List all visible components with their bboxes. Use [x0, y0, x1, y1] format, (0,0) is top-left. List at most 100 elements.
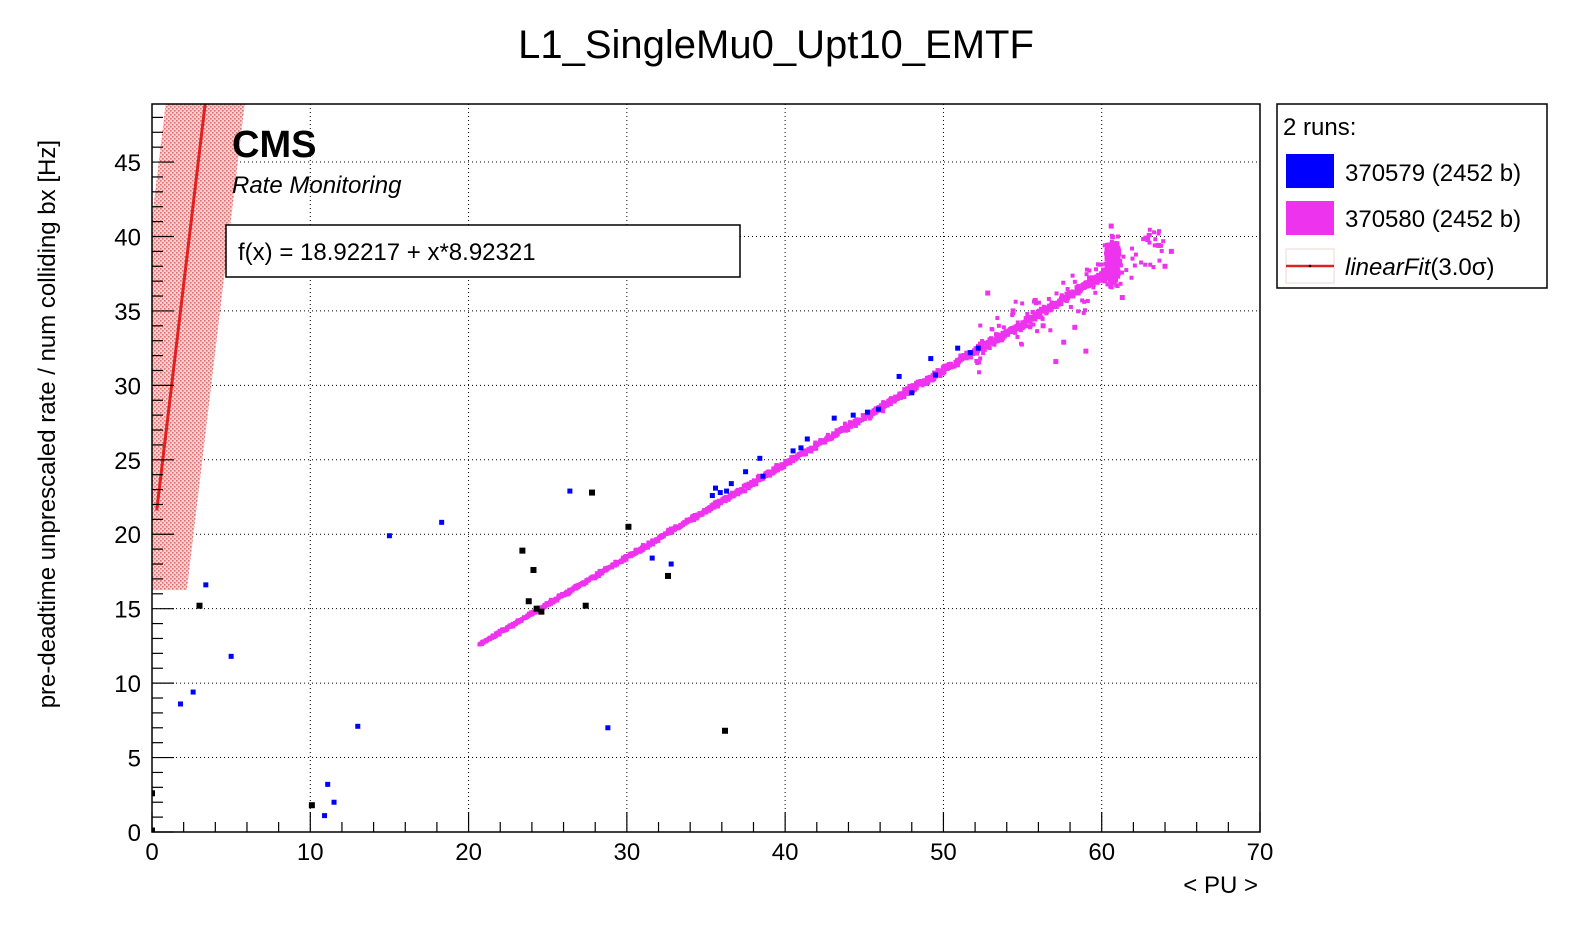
- data-point-370580: [1085, 298, 1090, 303]
- data-point-370580: [594, 574, 599, 579]
- cms-label: CMS: [232, 124, 316, 166]
- data-point-370580: [1157, 229, 1162, 234]
- data-point-370580: [1114, 283, 1119, 288]
- data-point-370580: [853, 423, 858, 428]
- data-point-370580: [1156, 242, 1162, 248]
- data-point-370580: [898, 395, 903, 400]
- data-point-370580: [959, 354, 964, 359]
- data-point-370580: [766, 469, 771, 474]
- data-point-370580: [830, 436, 835, 441]
- data-point-370580: [1084, 272, 1089, 277]
- x-tick-label: 20: [455, 839, 482, 866]
- data-point-370580: [1130, 256, 1135, 261]
- data-point-370580: [1152, 230, 1157, 235]
- data-point-370580: [791, 454, 796, 459]
- data-point-370580: [928, 377, 933, 382]
- data-point-unassigned: [152, 790, 155, 797]
- data-point-370580: [1036, 315, 1041, 320]
- data-point-370580: [973, 348, 978, 353]
- data-point-370580: [942, 370, 947, 375]
- data-point-370580: [1032, 298, 1038, 304]
- data-point-370580: [1104, 257, 1109, 262]
- y-axis-label: pre-deadtime unprescaled rate / num coll…: [34, 140, 61, 708]
- data-point-370580: [728, 495, 733, 500]
- data-point-370580: [1103, 278, 1108, 283]
- data-point-370580: [982, 347, 987, 352]
- data-point-370580: [1105, 282, 1110, 287]
- data-point-370580: [1162, 263, 1168, 269]
- data-point-370580: [994, 332, 999, 337]
- data-point-370580: [1036, 308, 1041, 313]
- data-point-370580: [1070, 289, 1075, 294]
- data-point-370580: [1015, 320, 1020, 325]
- data-point-370580: [715, 504, 720, 509]
- data-point-370580: [1081, 282, 1086, 287]
- data-point-370580: [1093, 277, 1098, 282]
- data-point-370580: [1168, 248, 1174, 254]
- data-point-370580: [1091, 279, 1096, 284]
- data-point-370579: [798, 445, 804, 451]
- data-point-370580: [1113, 277, 1118, 282]
- data-point-370579: [649, 555, 655, 561]
- y-tick-label: 5: [128, 746, 141, 773]
- data-point-370580: [1076, 309, 1081, 314]
- data-point-370579: [355, 723, 361, 729]
- x-tick-label: 10: [297, 839, 324, 866]
- data-point-370580: [1024, 324, 1029, 329]
- data-point-370580: [1065, 287, 1070, 292]
- data-point-370579: [975, 345, 981, 351]
- data-point-370579: [876, 406, 882, 412]
- data-point-370580: [1141, 237, 1146, 242]
- data-point-370580: [1157, 258, 1162, 263]
- data-point-370580: [1095, 280, 1100, 285]
- data-point-370580: [1090, 275, 1095, 280]
- fit-formula-text: f(x) = 18.92217 + x*8.92321: [238, 239, 536, 266]
- data-point-370580: [1110, 256, 1115, 261]
- data-point-370580: [1104, 247, 1109, 252]
- data-point-370580: [1078, 288, 1083, 293]
- data-point-370580: [624, 557, 629, 562]
- data-point-370580: [1115, 242, 1120, 247]
- data-point-370580: [1109, 267, 1114, 272]
- data-point-370580: [923, 378, 928, 383]
- data-point-370580: [497, 632, 502, 637]
- data-point-370580: [1101, 278, 1106, 283]
- data-point-370580: [1087, 280, 1092, 285]
- data-point-370580: [994, 338, 1000, 344]
- data-point-370580: [1109, 249, 1114, 254]
- data-point-370580: [1110, 278, 1115, 283]
- data-point-unassigned: [152, 827, 155, 832]
- data-point-370580: [837, 430, 842, 435]
- data-point-370580: [973, 346, 978, 351]
- data-point-370580: [1013, 299, 1018, 304]
- data-point-370580: [1107, 243, 1112, 248]
- data-point-370580: [622, 558, 627, 563]
- data-point-370580: [1001, 325, 1006, 330]
- data-point-370580: [1153, 237, 1158, 242]
- data-point-370580: [888, 402, 893, 407]
- data-point-unassigned: [525, 598, 532, 605]
- data-point-370580: [1025, 312, 1030, 317]
- data-point-370580: [1071, 294, 1076, 299]
- data-point-370580: [1139, 260, 1144, 265]
- data-point-unassigned: [625, 523, 632, 530]
- data-point-370580: [712, 505, 717, 510]
- data-point-370580: [1085, 282, 1090, 287]
- data-point-370580: [906, 387, 911, 392]
- data-point-370580: [987, 337, 992, 342]
- data-point-370580: [1015, 323, 1020, 328]
- data-point-370580: [1072, 279, 1077, 284]
- data-point-370580: [1095, 262, 1100, 267]
- data-point-370580: [1044, 310, 1049, 315]
- data-point-370580: [1081, 310, 1086, 315]
- data-point-370580: [1107, 258, 1112, 263]
- data-point-370580: [1115, 258, 1120, 263]
- data-point-370580: [768, 473, 773, 478]
- data-point-370580: [901, 392, 906, 397]
- data-point-370580: [1061, 280, 1066, 285]
- data-point-370580: [1068, 304, 1073, 309]
- data-point-370580: [1053, 359, 1059, 365]
- data-point-370580: [824, 437, 829, 442]
- data-point-370579: [203, 582, 209, 588]
